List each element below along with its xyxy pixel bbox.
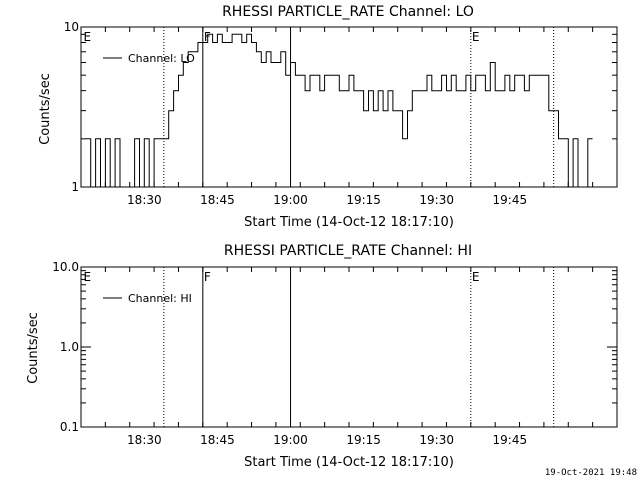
hi-x-axis-label: Start Time (14-Oct-12 18:17:10): [244, 455, 454, 470]
event-marker-label: E: [83, 270, 91, 284]
x-tick-label: 19:45: [493, 433, 528, 447]
event-marker-label: E: [83, 30, 91, 44]
series-line: [85, 33, 593, 188]
event-marker-label: F: [204, 270, 211, 284]
event-marker-label: E: [472, 30, 480, 44]
lo-channel-panel: RHESSI PARTICLE_RATE Channel: LO Start T…: [38, 4, 618, 230]
x-tick-label: 19:30: [419, 433, 454, 447]
y-tick-label: 1: [71, 180, 79, 194]
y-tick-label: 10: [64, 20, 79, 34]
lo-chart-title: RHESSI PARTICLE_RATE Channel: LO: [222, 4, 474, 20]
x-tick-label: 19:15: [346, 433, 381, 447]
x-tick-label: 19:00: [273, 433, 308, 447]
x-tick-label: 18:45: [200, 433, 235, 447]
x-tick-label: 18:30: [127, 193, 162, 207]
plot-frame: [80, 26, 618, 188]
x-tick-label: 19:30: [419, 193, 454, 207]
footer-date: 19-Oct-2021 19:48: [545, 468, 637, 478]
hi-y-axis-label: Counts/sec: [26, 312, 41, 384]
y-tick-label: 0.1: [60, 420, 79, 434]
lo-y-axis-label: Counts/sec: [38, 73, 53, 145]
x-tick-label: 18:30: [127, 433, 162, 447]
hi-chart-title: RHESSI PARTICLE_RATE Channel: HI: [224, 243, 472, 259]
x-tick-label: 18:45: [200, 193, 235, 207]
y-tick-label: 10.0: [52, 260, 79, 274]
hi-channel-panel: RHESSI PARTICLE_RATE Channel: HI Start T…: [26, 243, 618, 470]
lo-legend-label: Channel: LO: [128, 52, 195, 65]
x-tick-label: 19:00: [273, 193, 308, 207]
plot-frame: [80, 266, 618, 428]
lo-x-axis-label: Start Time (14-Oct-12 18:17:10): [244, 215, 454, 230]
x-tick-label: 19:15: [346, 193, 381, 207]
x-tick-label: 19:45: [493, 193, 528, 207]
hi-legend-label: Channel: HI: [128, 292, 192, 305]
y-tick-label: 1.0: [60, 340, 79, 354]
event-marker-label: E: [472, 270, 480, 284]
